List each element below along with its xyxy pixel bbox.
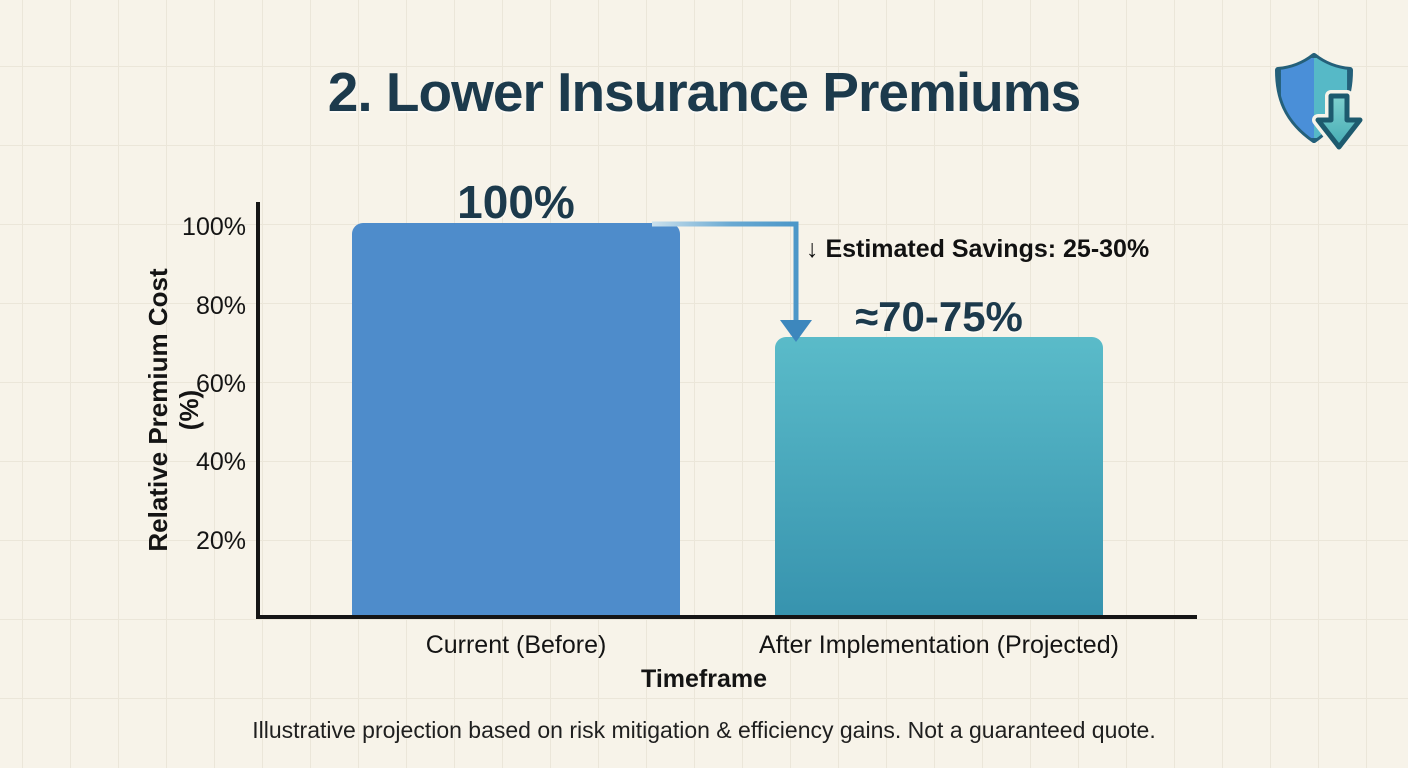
down-arrow-glyph	[1312, 90, 1366, 153]
x-tick-current: Current (Before)	[425, 631, 607, 659]
x-axis-title: Timeframe	[641, 665, 767, 693]
y-tick-20: 20%	[195, 527, 246, 555]
shield-down-arrow-icon	[1268, 48, 1372, 153]
savings-elbow-arrow	[652, 221, 812, 342]
y-axis-line	[256, 202, 260, 619]
page-title: 2. Lower Insurance Premiums	[327, 61, 1081, 123]
y-tick-60: 60%	[195, 370, 246, 398]
footnote: Illustrative projection based on risk mi…	[252, 717, 1156, 743]
x-axis-line	[256, 615, 1197, 619]
bar-after-implementation	[775, 337, 1103, 617]
y-tick-40: 40%	[195, 448, 246, 476]
y-tick-100: 100%	[182, 213, 246, 241]
y-tick-80: 80%	[195, 292, 246, 320]
bar-value-label-current: 100%	[457, 176, 575, 228]
savings-annotation: ↓ Estimated Savings: 25-30%	[806, 235, 1150, 263]
bar-value-label-after: ≈70-75%	[855, 293, 1023, 340]
bar-current-before	[352, 223, 680, 617]
x-tick-after: After Implementation (Projected)	[759, 631, 1119, 659]
